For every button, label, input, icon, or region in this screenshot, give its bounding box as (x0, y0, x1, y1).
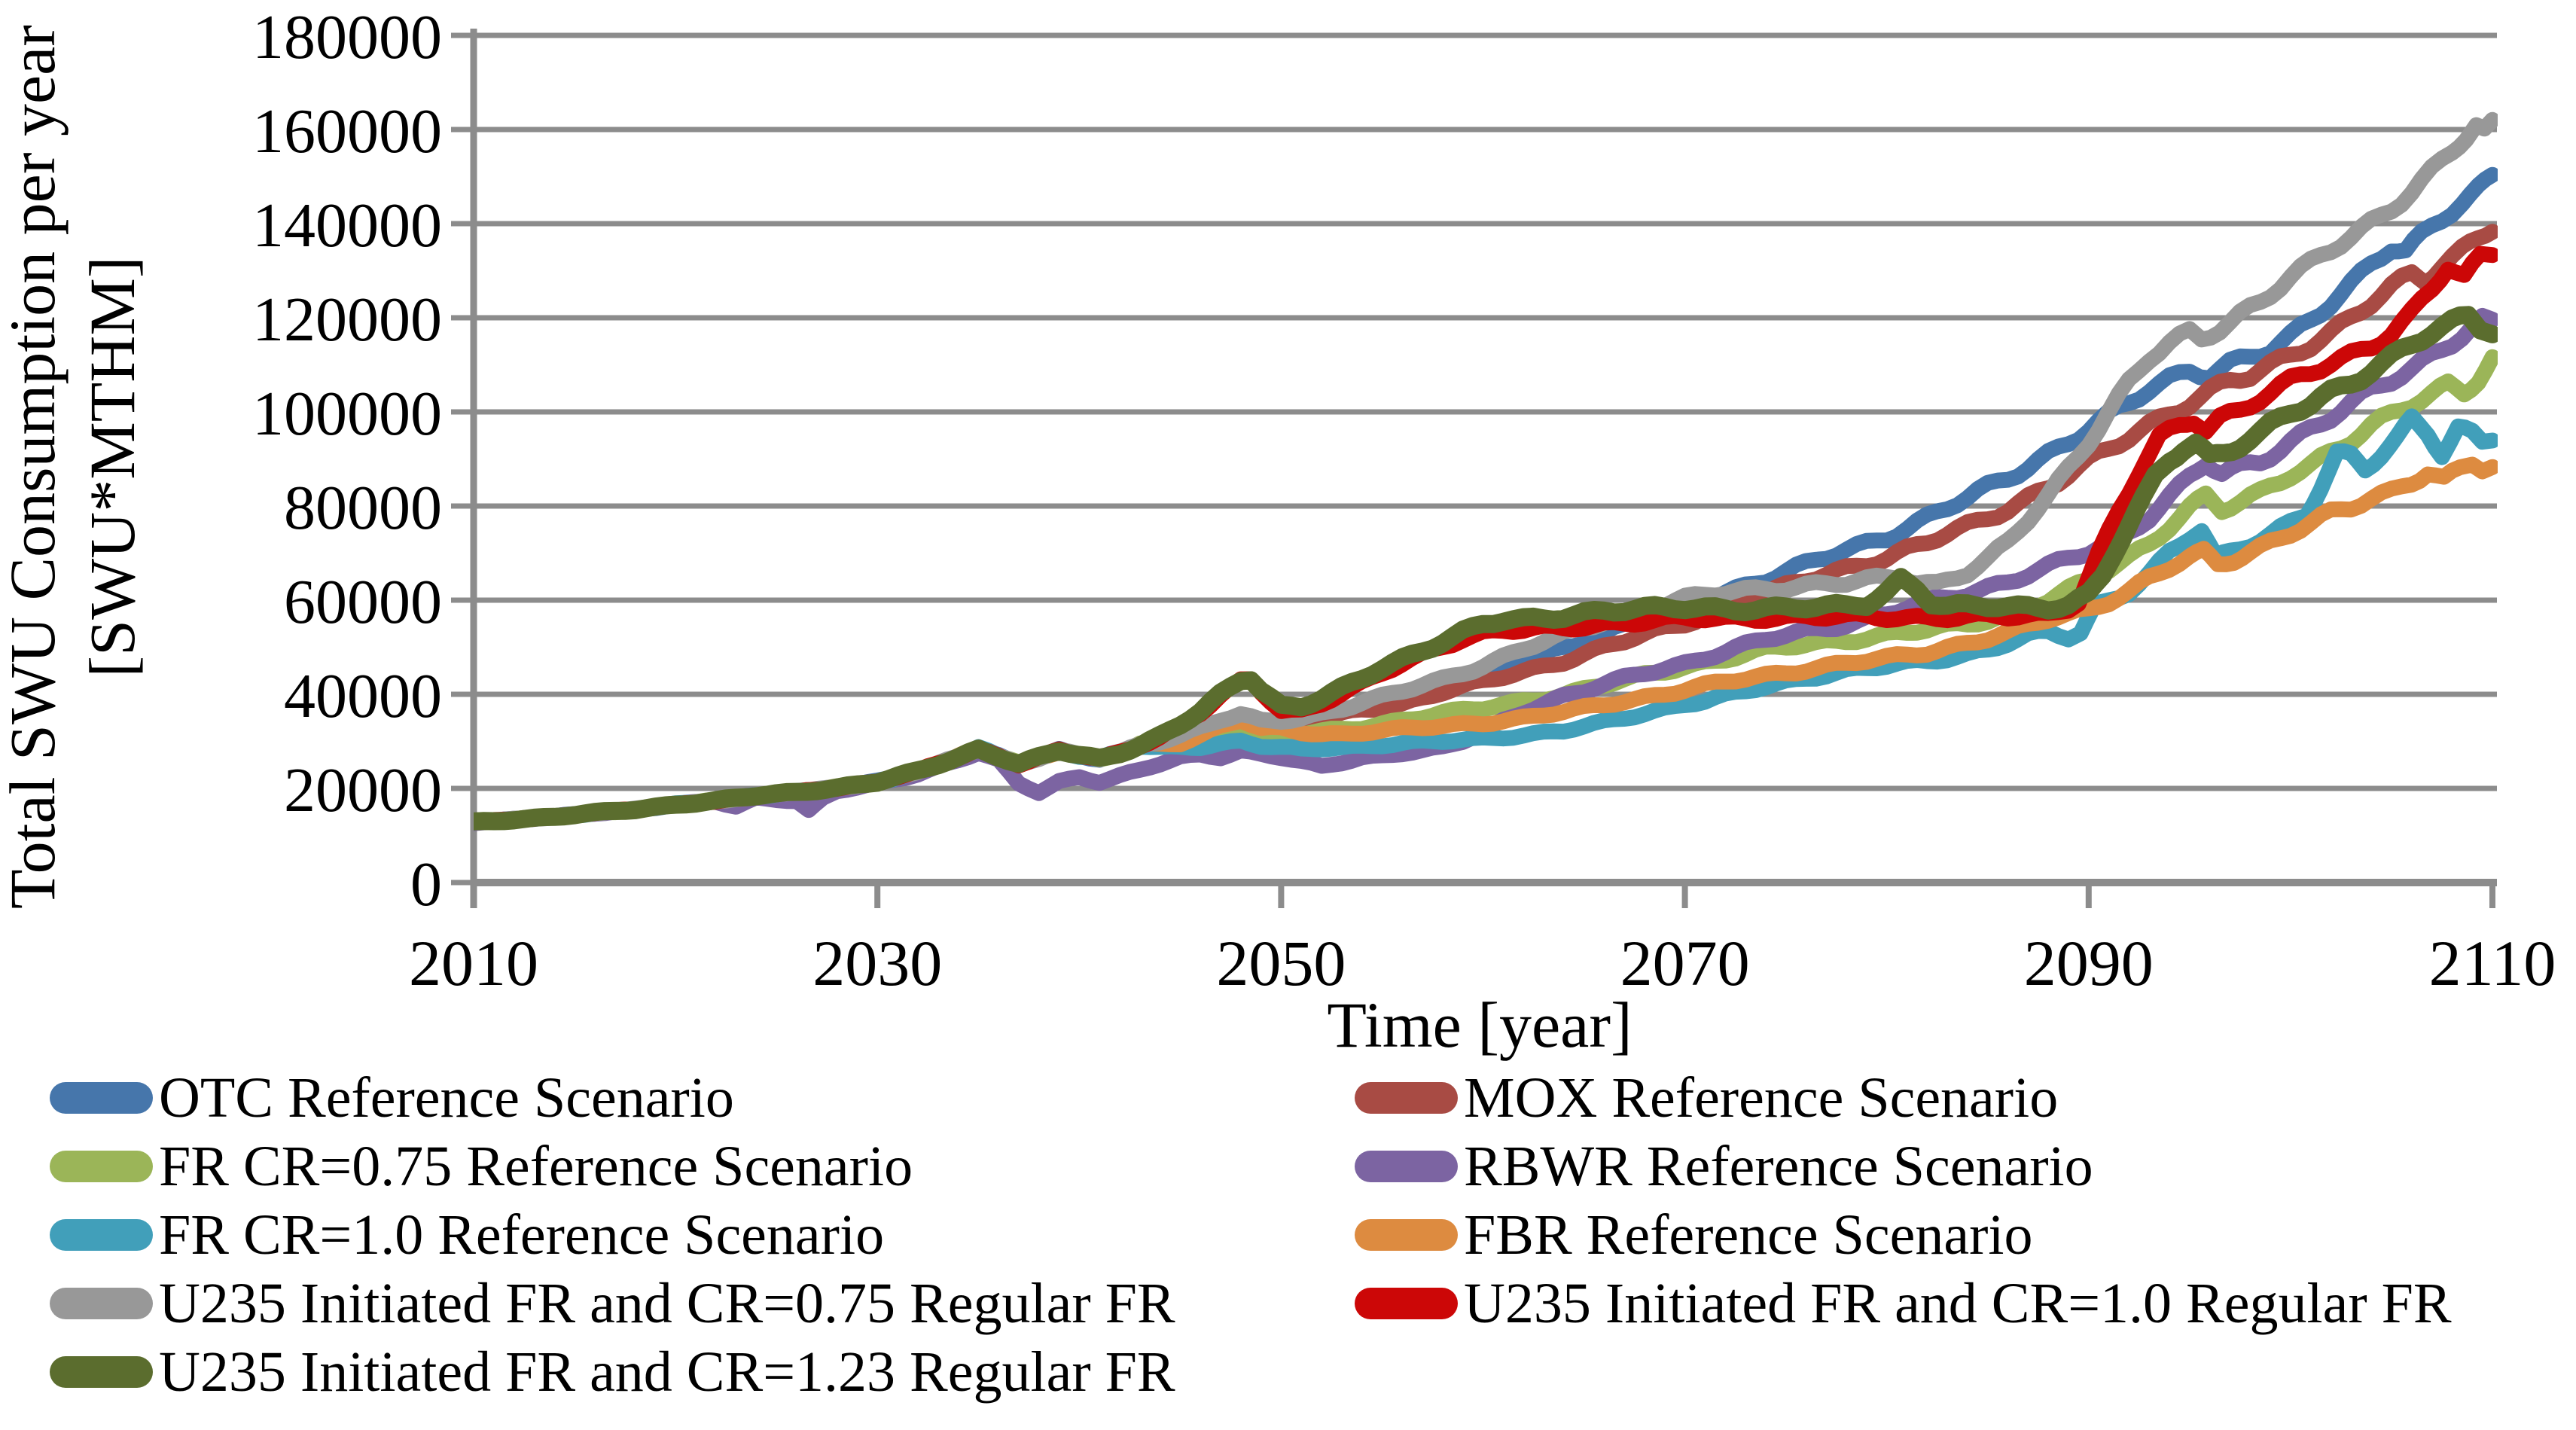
legend-label: OTC Reference Scenario (159, 1066, 734, 1130)
legend-column-1: OTC Reference Scenario FR CR=0.75 Referen… (50, 1063, 1175, 1406)
legend-swatch (1355, 1218, 1458, 1251)
y-axis-title-line1: Total SWU Consumption per year (0, 25, 69, 909)
y-tick-label: 160000 (252, 96, 442, 166)
legend-item: U235 Initiated FR and CR=0.75 Regular FR (50, 1269, 1175, 1337)
legend-item: U235 Initiated FR and CR=1.23 Regular FR (50, 1337, 1175, 1406)
axis-tick-labels: 0 20000 40000 60000 80000 100000 120000 140000 1… (252, 2, 2556, 999)
legend-swatch (1355, 1150, 1458, 1182)
y-tick-label: 40000 (284, 661, 442, 731)
legend-item: FBR Reference Scenario (1355, 1200, 2452, 1269)
legend-label: FR CR=1.0 Reference Scenario (159, 1203, 885, 1267)
legend-item: OTC Reference Scenario (50, 1063, 1175, 1132)
legend-swatch (50, 1081, 153, 1114)
legend-item: MOX Reference Scenario (1355, 1063, 2452, 1132)
legend-item: FR CR=1.0 Reference Scenario (50, 1200, 1175, 1269)
x-tick-label: 2090 (2024, 927, 2154, 999)
y-tick-label: 0 (410, 849, 442, 919)
y-axis-title-line2: [SWU*MTHM] (76, 257, 148, 678)
y-tick-label: 20000 (284, 755, 442, 825)
legend-swatch (1355, 1081, 1458, 1114)
legend-label: RBWR Reference Scenario (1464, 1134, 2093, 1198)
series-lines (474, 111, 2498, 831)
x-axis-title: Time [year] (1327, 989, 1632, 1061)
series-line-8 (474, 306, 2498, 831)
x-tick-label: 2070 (1620, 927, 1750, 999)
legend-label: FR CR=0.75 Reference Scenario (159, 1134, 913, 1198)
y-tick-label: 180000 (252, 2, 442, 72)
legend-item: FR CR=0.75 Reference Scenario (50, 1132, 1175, 1200)
y-tick-label: 80000 (284, 473, 442, 543)
x-tick-label: 2050 (1216, 927, 1346, 999)
x-tick-label: 2010 (409, 927, 538, 999)
axes (451, 29, 2495, 908)
y-tick-label: 60000 (284, 567, 442, 637)
legend-item: RBWR Reference Scenario (1355, 1132, 2452, 1200)
legend-label: U235 Initiated FR and CR=0.75 Regular FR (159, 1271, 1175, 1335)
series-line-3 (474, 307, 2498, 831)
x-tick-label: 2110 (2429, 927, 2556, 999)
legend-label: U235 Initiated FR and CR=1.23 Regular FR (159, 1340, 1175, 1404)
y-tick-label: 100000 (252, 379, 442, 449)
legend-column-2: MOX Reference Scenario RBWR Reference Sce… (1355, 1063, 2452, 1337)
legend-swatch (50, 1150, 153, 1182)
legend-item: U235 Initiated FR and CR=1.0 Regular FR (1355, 1269, 2452, 1337)
x-tick-label: 2030 (812, 927, 942, 999)
legend-label: FBR Reference Scenario (1464, 1203, 2033, 1267)
legend-swatch (50, 1287, 153, 1319)
legend-label: MOX Reference Scenario (1464, 1066, 2059, 1130)
legend-swatch (1355, 1287, 1458, 1319)
gridlines (474, 32, 2497, 886)
legend-label: U235 Initiated FR and CR=1.0 Regular FR (1464, 1271, 2452, 1335)
series-line-5 (474, 456, 2498, 830)
y-tick-label: 140000 (252, 191, 442, 261)
y-tick-label: 120000 (252, 285, 442, 355)
legend-swatch (50, 1218, 153, 1251)
legend-swatch (50, 1355, 153, 1388)
